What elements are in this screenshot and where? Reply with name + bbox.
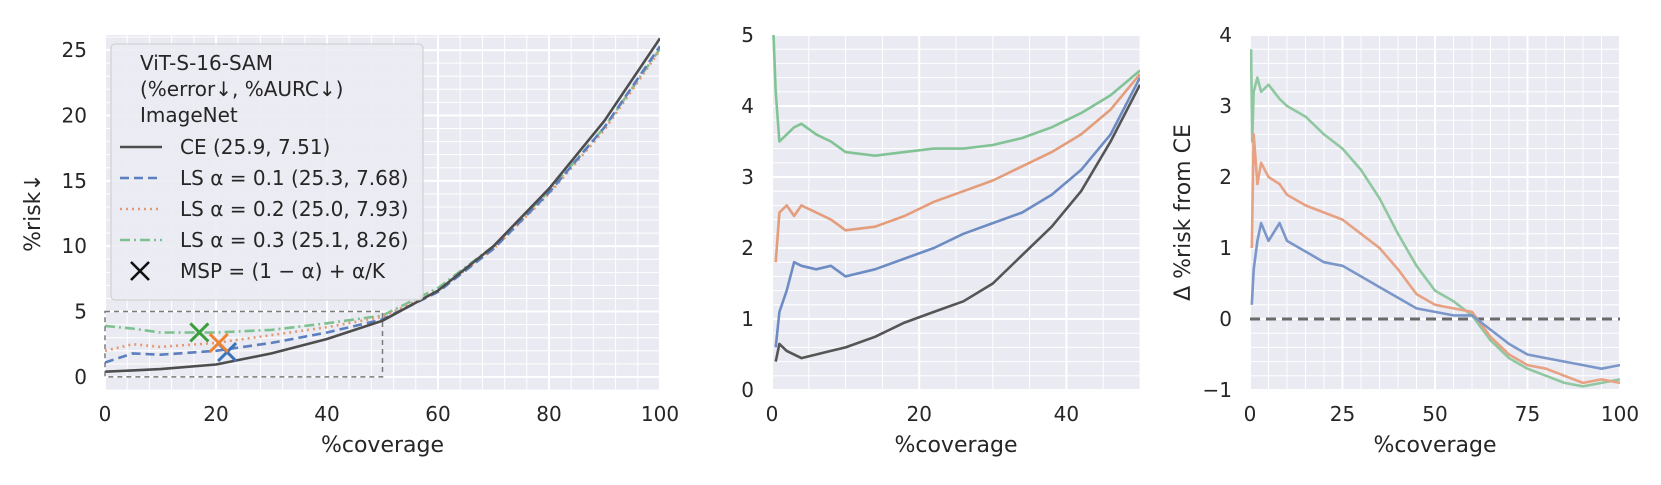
y-tick-label: 3 bbox=[741, 165, 754, 189]
y-tick-label: 5 bbox=[74, 300, 87, 324]
y-tick-label: 1 bbox=[1219, 236, 1232, 260]
chart-panel-1: 0 20 40 60 80 100 0 5 10 15 20 25 %coverage %risk↓ ViT… bbox=[21, 35, 679, 458]
x-tick-label: 100 bbox=[1601, 402, 1639, 426]
x-tick-label: 50 bbox=[1422, 402, 1447, 426]
x-tick-label: 40 bbox=[1054, 402, 1079, 426]
x-tick-label: 75 bbox=[1515, 402, 1540, 426]
x-tick-label: 100 bbox=[641, 402, 679, 426]
x-axis-label: %coverage bbox=[894, 433, 1017, 458]
y-axis-label: %risk↓ bbox=[21, 173, 46, 252]
legend-box bbox=[110, 43, 424, 301]
msp-marker bbox=[208, 332, 229, 353]
x-tick-label: 0 bbox=[1244, 402, 1257, 426]
zoom-box bbox=[104, 310, 384, 378]
x-tick-label: 80 bbox=[536, 402, 561, 426]
x-axis-label: %coverage bbox=[1373, 433, 1496, 458]
series-line bbox=[1250, 221, 1620, 370]
y-tick-label: 4 bbox=[1219, 23, 1232, 47]
x-axis-label: %coverage bbox=[321, 433, 444, 458]
series-line bbox=[1250, 49, 1620, 388]
legend-title: ImageNet bbox=[140, 103, 238, 127]
x-tick-label: 0 bbox=[99, 402, 112, 426]
msp-marker-stroke bbox=[189, 322, 210, 343]
legend-entry: CE (25.9, 7.51) bbox=[180, 135, 330, 159]
series-line bbox=[1250, 133, 1620, 385]
y-tick-label: 3 bbox=[1219, 94, 1232, 118]
x-tick-label: 20 bbox=[906, 402, 931, 426]
series-line bbox=[105, 37, 660, 373]
y-tick-label: 5 bbox=[741, 23, 754, 47]
series-line bbox=[774, 84, 1140, 362]
x-tick-label: 40 bbox=[314, 402, 339, 426]
legend-entry: MSP = (1 − α) + α/K bbox=[180, 259, 386, 283]
y-tick-label: 20 bbox=[62, 103, 87, 127]
legend-entry: LS α = 0.1 (25.3, 7.68) bbox=[180, 166, 408, 190]
series-line bbox=[774, 77, 1140, 348]
series-line bbox=[772, 35, 1140, 157]
legend-title: (%error↓, %AURC↓) bbox=[140, 77, 343, 101]
y-tick-label: 4 bbox=[741, 94, 754, 118]
series-line bbox=[105, 49, 660, 353]
x-tick-label: 60 bbox=[425, 402, 450, 426]
series-line bbox=[774, 73, 1140, 263]
y-tick-label: 2 bbox=[741, 236, 754, 260]
y-tick-label: 2 bbox=[1219, 165, 1232, 189]
y-tick-label: 15 bbox=[62, 169, 87, 193]
msp-marker-stroke bbox=[208, 332, 229, 353]
legend-entry: LS α = 0.2 (25.0, 7.93) bbox=[180, 197, 408, 221]
y-axis-label: Δ %risk from CE bbox=[1171, 124, 1196, 301]
y-tick-label: 0 bbox=[1219, 307, 1232, 331]
y-tick-label: 1 bbox=[741, 307, 754, 331]
y-tick-label: −1 bbox=[1203, 378, 1232, 402]
y-tick-label: 25 bbox=[62, 38, 87, 62]
msp-marker bbox=[189, 322, 210, 343]
series-line bbox=[105, 45, 660, 364]
x-tick-label: 25 bbox=[1330, 402, 1355, 426]
y-tick-label: 10 bbox=[62, 234, 87, 258]
legend: ViT-S-16-SAM(%error↓, %AURC↓)ImageNet CE … bbox=[110, 43, 424, 301]
x-tick-label: 0 bbox=[766, 402, 779, 426]
y-tick-label: 0 bbox=[74, 365, 87, 389]
x-tick-label: 20 bbox=[203, 402, 228, 426]
legend-title: ViT-S-16-SAM bbox=[140, 51, 273, 75]
chart-panel-2: 0 20 40 0 1 2 3 4 5 %coverage bbox=[741, 23, 1141, 458]
legend-entry: LS α = 0.3 (25.1, 8.26) bbox=[180, 228, 408, 252]
chart-panel-3: 0 25 50 75 100 −1 0 1 2 3 4 %coverage Δ %risk from C… bbox=[1171, 23, 1639, 458]
legend-marker-sample bbox=[130, 261, 150, 281]
y-tick-label: 0 bbox=[741, 378, 754, 402]
